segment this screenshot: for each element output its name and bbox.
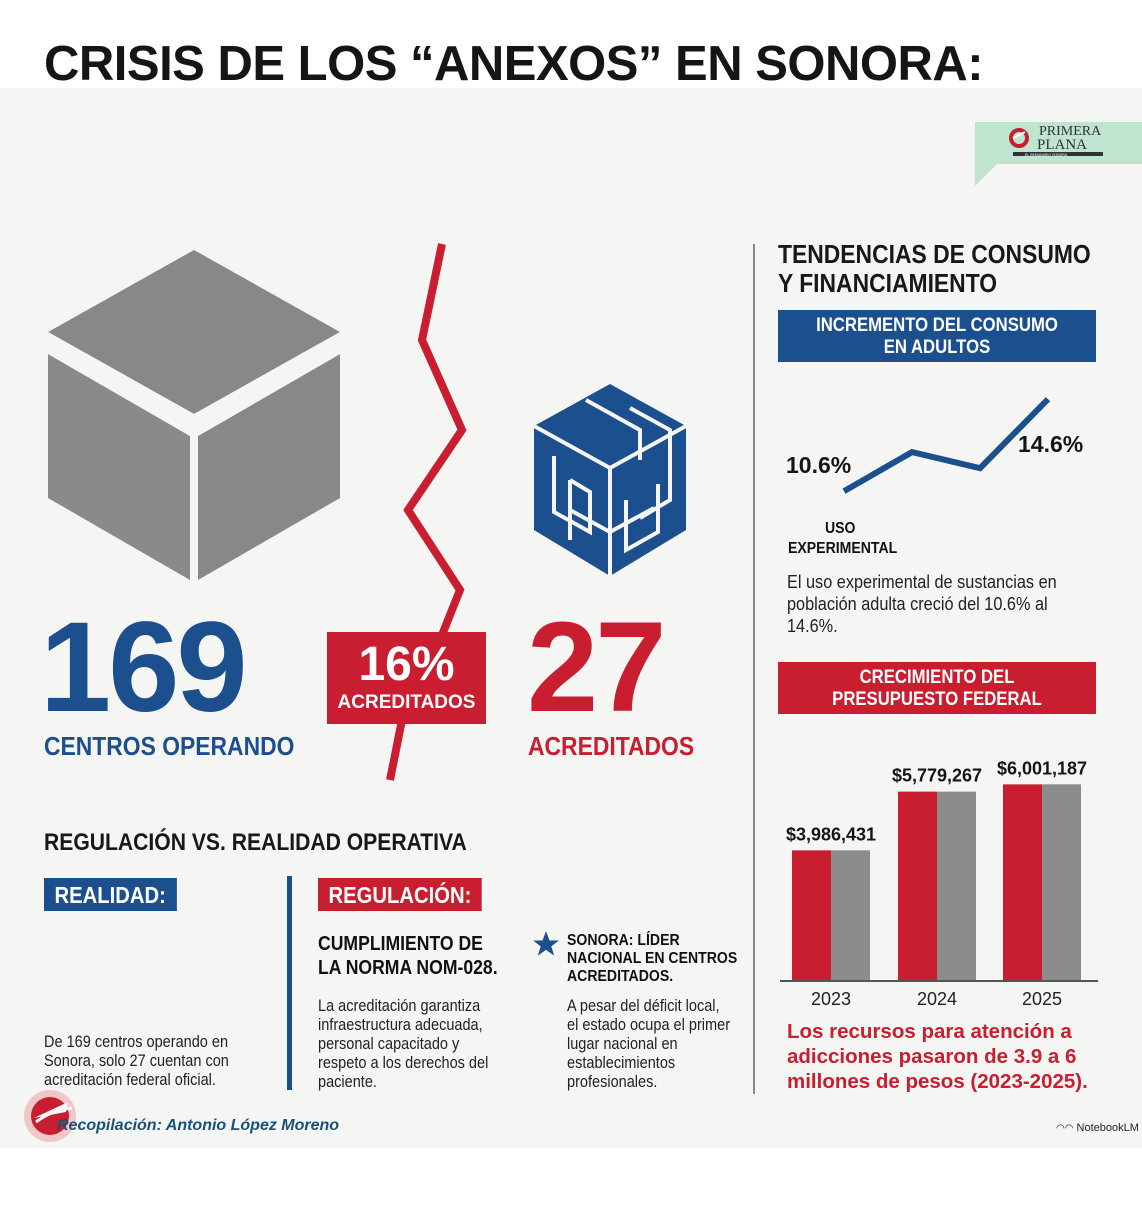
year-label-2024: 2024 — [917, 989, 957, 1009]
percent-value: 16% — [358, 638, 455, 691]
logo-line1: PRIMERA — [1039, 124, 1102, 139]
realidad-tag: REALIDAD: — [44, 878, 177, 911]
budget-bar-2023-red — [792, 850, 831, 981]
budget-bar-2023-gray — [831, 850, 870, 981]
consumo-line-chart: 10.6% 14.6% — [786, 397, 1083, 494]
consumo-end-label: 14.6% — [1018, 431, 1083, 457]
tendencias-heading-line1: TENDENCIAS DE CONSUMO — [778, 239, 1091, 269]
norma-text: La acreditación garantiza infraestructur… — [318, 997, 489, 1091]
consumo-banner-line2: EN ADULTOS — [883, 337, 991, 358]
presupuesto-banner: CRECIMIENTO DEL PRESUPUESTO FEDERAL — [778, 662, 1096, 714]
presupuesto-banner-line2: PRESUPUESTO FEDERAL — [832, 689, 1042, 710]
budget-value-label-2023: $3,986,431 — [786, 824, 876, 844]
divider-vertical — [287, 876, 292, 1090]
norma-title-line1: CUMPLIMIENTO DE — [318, 933, 483, 955]
notebooklm-brand: ◠◠ NotebookLM — [1056, 1122, 1139, 1134]
lider-title: SONORA: LÍDER NACIONAL EN CENTROS ACREDI… — [567, 932, 737, 986]
centros-operando-value: 169 — [40, 596, 248, 739]
page-title: CRISIS DE LOS “ANEXOS” EN SONORA: — [44, 37, 984, 91]
year-label-2025: 2025 — [1022, 989, 1062, 1009]
budget-bar-2024-red — [898, 791, 937, 981]
realidad-text: De 169 centros operando en Sonora, solo … — [44, 1033, 229, 1089]
uso-experimental-label: USO EXPERIMENTAL — [788, 519, 897, 559]
gray-cube-icon — [48, 250, 340, 580]
consumo-start-label: 10.6% — [786, 452, 851, 478]
logo-line2: PLANA — [1037, 137, 1087, 153]
budget-bar-2025-red — [1003, 784, 1042, 981]
column-divider — [753, 244, 755, 1094]
logo-tagline: EL SEMANARIO SONORA — [1025, 153, 1068, 157]
presupuesto-note: Los recursos para atención a adicciones … — [787, 1020, 1088, 1093]
notebooklm-icon: ◠◠ — [1056, 1123, 1074, 1134]
primera-plana-logo: PRIMERA PLANA EL SEMANARIO SONORA — [975, 118, 1142, 188]
consumo-banner: INCREMENTO DEL CONSUMO EN ADULTOS — [778, 310, 1096, 362]
consumo-series-line — [842, 397, 1051, 494]
notebooklm-label: NotebookLM — [1076, 1122, 1139, 1134]
lider-title-line2: NACIONAL EN CENTROS — [567, 950, 738, 967]
norma-title: CUMPLIMIENTO DE LA NORMA NOM-028. — [318, 932, 498, 980]
lider-title-line3: ACREDITADOS. — [567, 968, 674, 985]
star-icon — [533, 931, 559, 956]
blue-cube-structure-icon — [533, 384, 687, 576]
regulacion-heading: REGULACIÓN VS. REALIDAD OPERATIVA — [44, 829, 467, 856]
regulacion-tag: REGULACIÓN: — [318, 878, 482, 911]
budget-bar-2024-gray — [937, 791, 976, 981]
footer-logo-icon — [24, 1090, 76, 1142]
uso-label-line1: USO — [824, 520, 856, 537]
budget-value-label-2025: $6,001,187 — [997, 758, 1087, 778]
percent-acreditados-badge: 16% ACREDITADOS — [327, 632, 486, 724]
footer-credit: Recopilación: Antonio López Moreno — [57, 1117, 340, 1134]
lider-text: A pesar del déficit local, el estado ocu… — [567, 997, 731, 1091]
presupuesto-bar-chart: $3,986,431 2023 $5,779,267 2024 $6,001,187 20… — [780, 758, 1098, 1009]
tendencias-heading-line2: Y FINANCIAMIENTO — [778, 268, 998, 298]
year-label-2023: 2023 — [811, 989, 851, 1009]
acreditados-value: 27 — [527, 596, 666, 739]
centros-operando-label: CENTROS OPERANDO — [44, 731, 295, 761]
acreditados-label: ACREDITADOS — [528, 731, 695, 761]
lider-title-line1: SONORA: LÍDER — [567, 932, 680, 949]
budget-value-label-2024: $5,779,267 — [892, 766, 982, 786]
consumo-banner-line1: INCREMENTO DEL CONSUMO — [816, 315, 1058, 336]
budget-bar-2025-gray — [1042, 784, 1081, 981]
uso-label-line2: EXPERIMENTAL — [788, 540, 898, 557]
consumo-text: El uso experimental de sustancias en pob… — [787, 571, 1057, 636]
percent-label: ACREDITADOS — [337, 692, 476, 713]
tendencias-heading: TENDENCIAS DE CONSUMO Y FINANCIAMIENTO — [778, 240, 1091, 298]
presupuesto-banner-line1: CRECIMIENTO DEL — [859, 667, 1015, 688]
norma-title-line2: LA NORMA NOM-028. — [318, 957, 498, 979]
